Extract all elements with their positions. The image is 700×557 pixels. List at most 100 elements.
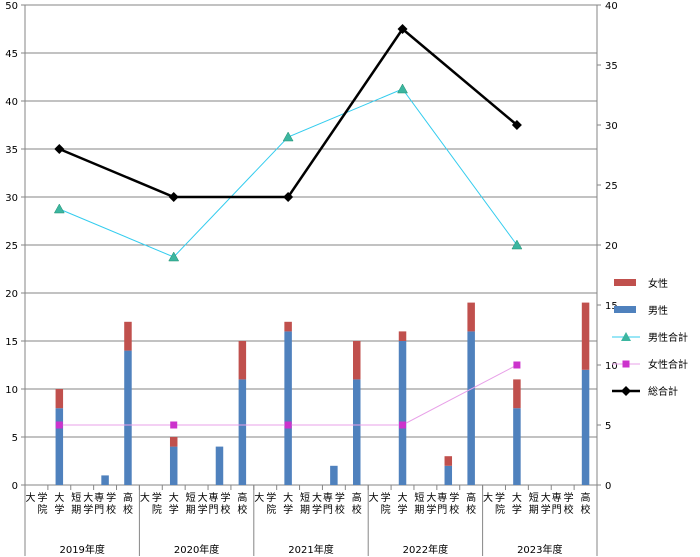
series-lines (53, 24, 523, 429)
grand_total-point (511, 120, 522, 130)
grand_total-point (283, 192, 294, 202)
bar-female (467, 302, 475, 332)
bar-male (124, 350, 132, 485)
bar-female (284, 321, 292, 332)
bar-male (215, 446, 224, 485)
category-label: 大学院 (483, 491, 505, 516)
legend-swatch-female (614, 279, 636, 286)
bar-male (581, 369, 590, 485)
y-left-tick-label: 45 (5, 49, 18, 60)
y-right-tick-label: 40 (605, 1, 618, 12)
bar-female (581, 302, 590, 370)
male_total-point (511, 239, 523, 250)
category-label: 専門学校 (208, 491, 230, 516)
category-label: 短期大学 (414, 491, 436, 516)
grand_total-point (397, 24, 408, 34)
gridlines (24, 4, 598, 486)
year-label: 2023年度 (517, 543, 562, 556)
bar-female (513, 379, 521, 409)
y-right-tick-label: 25 (605, 181, 618, 192)
y-left-tick-label: 20 (5, 289, 18, 300)
legend-item: 男性 (614, 304, 668, 317)
bar-female (55, 389, 64, 409)
y-left-tick-label: 25 (5, 241, 18, 252)
year-label: 2022年度 (403, 543, 448, 556)
bar-female (444, 456, 453, 466)
y-right-tick-label: 10 (605, 361, 618, 372)
bar-male (55, 408, 64, 485)
category-label: 専門学校 (94, 491, 116, 516)
female_total-point (399, 421, 407, 429)
category-label: 専門学校 (323, 491, 345, 516)
female_total-point (284, 421, 292, 429)
category-label: 大学 (54, 491, 64, 516)
category-label: 短期大学 (300, 491, 322, 516)
y-right-tick-label: 30 (605, 121, 618, 132)
bar-male (238, 379, 247, 485)
bar-male (330, 465, 338, 485)
legend-item: 女性合計 (612, 358, 688, 371)
female_total-point (170, 421, 178, 429)
y-left-tick-label: 40 (5, 97, 18, 108)
category-label: 専門学校 (552, 491, 574, 516)
category-label: 短期大学 (529, 491, 551, 516)
bar-male (101, 475, 109, 485)
bar-female (124, 321, 132, 351)
year-label: 2020年度 (174, 543, 219, 556)
bar-male (467, 331, 475, 485)
male_total-point (168, 251, 180, 262)
bar-male (284, 331, 292, 485)
legend-item: 男性合計 (612, 331, 688, 344)
grand_total-point (54, 144, 65, 154)
bar-female (353, 341, 361, 380)
legend-label: 総合計 (648, 385, 678, 398)
y-left-tick-label: 0 (12, 481, 18, 492)
female_total-point (55, 421, 63, 429)
bar-male (398, 341, 407, 485)
y-left-tick-label: 50 (5, 1, 18, 12)
male_total-point (282, 131, 294, 142)
y-left-tick-label: 10 (5, 385, 18, 396)
y-right-tick-label: 0 (605, 481, 611, 492)
category-label: 高校 (466, 491, 476, 516)
category-label: 大学 (512, 491, 522, 516)
y-left-tick-label: 30 (5, 193, 18, 204)
legend-marker-female_total (622, 360, 630, 368)
legend-label: 女性 (648, 277, 668, 290)
category-label: 大学院 (369, 491, 391, 516)
male_total-point (397, 83, 408, 94)
y-right-tick-label: 15 (605, 301, 618, 312)
legend-item: 女性 (614, 277, 668, 290)
category-label: 大学院 (25, 491, 47, 516)
legend-swatch-male (614, 306, 636, 313)
category-label: 高校 (581, 491, 591, 516)
y-right-tick-label: 20 (605, 241, 618, 252)
category-label: 大学 (398, 491, 408, 516)
bar-female (238, 341, 247, 380)
category-label: 専門学校 (437, 491, 459, 516)
y-right-tick-label: 35 (605, 61, 618, 72)
bar-female (398, 331, 407, 341)
y-left-tick-label: 15 (5, 337, 18, 348)
grand_total-point (168, 192, 179, 202)
category-label: 短期大学 (71, 491, 93, 516)
bar-male (513, 408, 521, 485)
category-label: 高校 (352, 491, 362, 516)
category-label: 高校 (123, 491, 133, 516)
male_total-point (53, 203, 65, 214)
y-left-tick-label: 35 (5, 145, 18, 156)
bar-female (169, 437, 178, 447)
bar-male (169, 446, 178, 485)
year-label: 2019年度 (59, 543, 104, 556)
legend-item: 総合計 (612, 385, 678, 398)
category-label: 大学 (169, 491, 179, 516)
category-label: 大学院 (140, 491, 162, 516)
legend-label: 男性合計 (648, 331, 688, 344)
legend-label: 女性合計 (648, 358, 688, 371)
y-left-tick-label: 5 (12, 433, 18, 444)
bar-male (444, 465, 453, 485)
y-right-tick-label: 5 (605, 421, 611, 432)
